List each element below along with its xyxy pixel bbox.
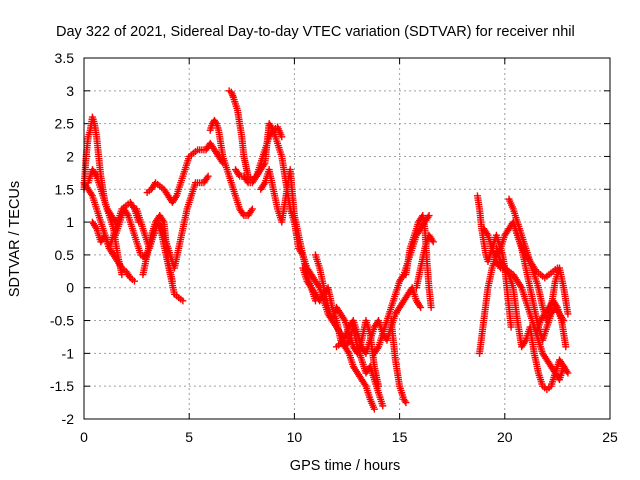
data-point [379, 402, 387, 410]
series-17 [387, 317, 410, 407]
series-26 [532, 297, 570, 351]
y-tick-label: 1 [66, 214, 74, 230]
data-point [560, 362, 568, 370]
data-point [417, 303, 425, 311]
data-point [564, 369, 572, 377]
series-23 [492, 244, 568, 384]
data-point [427, 303, 435, 311]
data-point [278, 133, 286, 141]
series-1 [80, 179, 138, 285]
x-tick-label: 15 [392, 429, 408, 445]
data-markers [80, 87, 572, 413]
series-25 [511, 225, 561, 282]
x-tick-label: 5 [185, 429, 193, 445]
x-tick-label: 25 [602, 429, 618, 445]
data-point [248, 205, 256, 213]
series-6 [143, 139, 227, 206]
y-axis-ticks: -2 -1.5 -1 -0.5 0 0.5 1 1.5 2 2.5 3 3.5 [50, 50, 610, 427]
data-point [168, 277, 176, 285]
y-axis-label: SDTVAR / TECUs [7, 181, 23, 297]
data-point [507, 323, 515, 331]
series-8 [206, 116, 256, 220]
x-axis-label: GPS time / hours [290, 458, 400, 474]
data-point [118, 271, 126, 279]
x-tick-label: 20 [497, 429, 513, 445]
y-tick-label: 0 [66, 280, 74, 296]
y-tick-label: -2 [62, 411, 75, 427]
x-axis-ticks: 0 5 10 15 20 25 [80, 58, 618, 445]
y-tick-label: 0.5 [55, 247, 75, 263]
y-tick-label: 2.5 [55, 116, 75, 132]
y-tick-label: -1.5 [50, 378, 74, 394]
data-point [429, 238, 437, 246]
data-point [130, 277, 138, 285]
data-point [562, 343, 570, 351]
series-22 [480, 225, 572, 393]
plot-frame [83, 57, 611, 420]
data-point [553, 264, 561, 272]
y-tick-label: -1 [62, 345, 75, 361]
data-point [402, 399, 410, 407]
chart-title: Day 322 of 2021, Sidereal Day-to-day VTE… [56, 24, 575, 40]
x-tick-label: 10 [287, 429, 303, 445]
y-tick-label: 2 [66, 148, 74, 164]
y-tick-label: -0.5 [50, 313, 74, 329]
y-tick-label: 3 [66, 83, 74, 99]
data-point [204, 172, 212, 180]
series-16 [370, 212, 433, 357]
series-14 [311, 251, 383, 390]
data-point [564, 310, 572, 318]
series-2 [84, 166, 126, 279]
series-7 [139, 212, 176, 285]
y-tick-label: 1.5 [55, 181, 75, 197]
data-point [375, 382, 383, 390]
x-tick-label: 0 [80, 429, 88, 445]
y-tick-label: 3.5 [55, 50, 75, 66]
data-point [179, 297, 187, 305]
series-19 [402, 212, 435, 311]
data-point [370, 405, 378, 413]
data-point [425, 212, 433, 220]
